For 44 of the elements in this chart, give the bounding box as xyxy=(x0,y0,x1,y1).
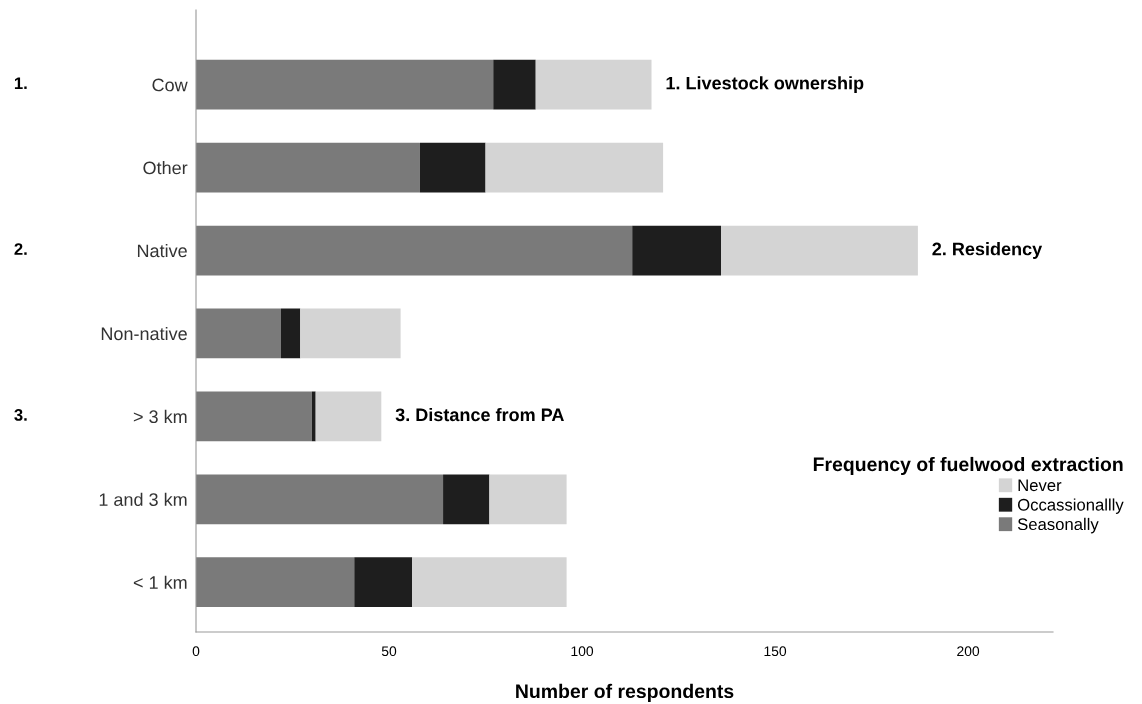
bar xyxy=(196,308,281,359)
bar xyxy=(632,225,722,276)
bar xyxy=(485,142,664,193)
text: 1. xyxy=(14,77,27,89)
x-tick-label: 50 xyxy=(381,646,397,657)
bar xyxy=(443,474,490,525)
y-tick-label: > 3 km xyxy=(133,409,187,424)
y-tick-label: 1 and 3 km xyxy=(99,492,187,507)
bar xyxy=(196,225,633,276)
bar xyxy=(311,391,316,442)
bar xyxy=(196,474,444,525)
legend-label: Never xyxy=(1018,479,1062,492)
bar xyxy=(354,557,413,608)
x-axis-title: Number of respondents xyxy=(516,683,734,702)
legend-label: Seasonally xyxy=(1017,517,1099,534)
bar xyxy=(535,59,652,110)
bar xyxy=(196,557,355,608)
y-tick-label: Non-native xyxy=(101,326,187,341)
bar xyxy=(489,474,567,525)
bar xyxy=(196,59,494,110)
bar xyxy=(196,391,312,442)
text: 3. xyxy=(14,409,27,421)
annotation: 2. Residency xyxy=(932,242,1043,259)
annotation: 3. Distance from PA xyxy=(395,407,564,422)
annotation: 1. Livestock ownership xyxy=(666,76,864,94)
bar xyxy=(412,557,567,608)
bar xyxy=(419,142,486,193)
x-tick-label: 0 xyxy=(192,646,200,657)
bar xyxy=(280,308,301,359)
x-tick-label: 200 xyxy=(957,646,980,657)
x-tick-label: 100 xyxy=(571,646,594,657)
bar xyxy=(493,59,536,110)
text: 2. xyxy=(14,243,27,255)
bar xyxy=(196,142,420,193)
bar xyxy=(315,391,382,442)
y-tick-label: Other xyxy=(143,161,188,175)
legend-label: Occassionallly xyxy=(1017,498,1124,514)
bar xyxy=(300,308,401,359)
legend-title: Frequency of fuelwood extraction xyxy=(813,456,1123,476)
y-tick-label: Cow xyxy=(152,78,188,92)
bar xyxy=(721,225,918,276)
y-tick-label: < 1 km xyxy=(133,575,187,589)
x-tick-label: 150 xyxy=(764,646,787,657)
y-tick-label: Native xyxy=(137,243,187,258)
